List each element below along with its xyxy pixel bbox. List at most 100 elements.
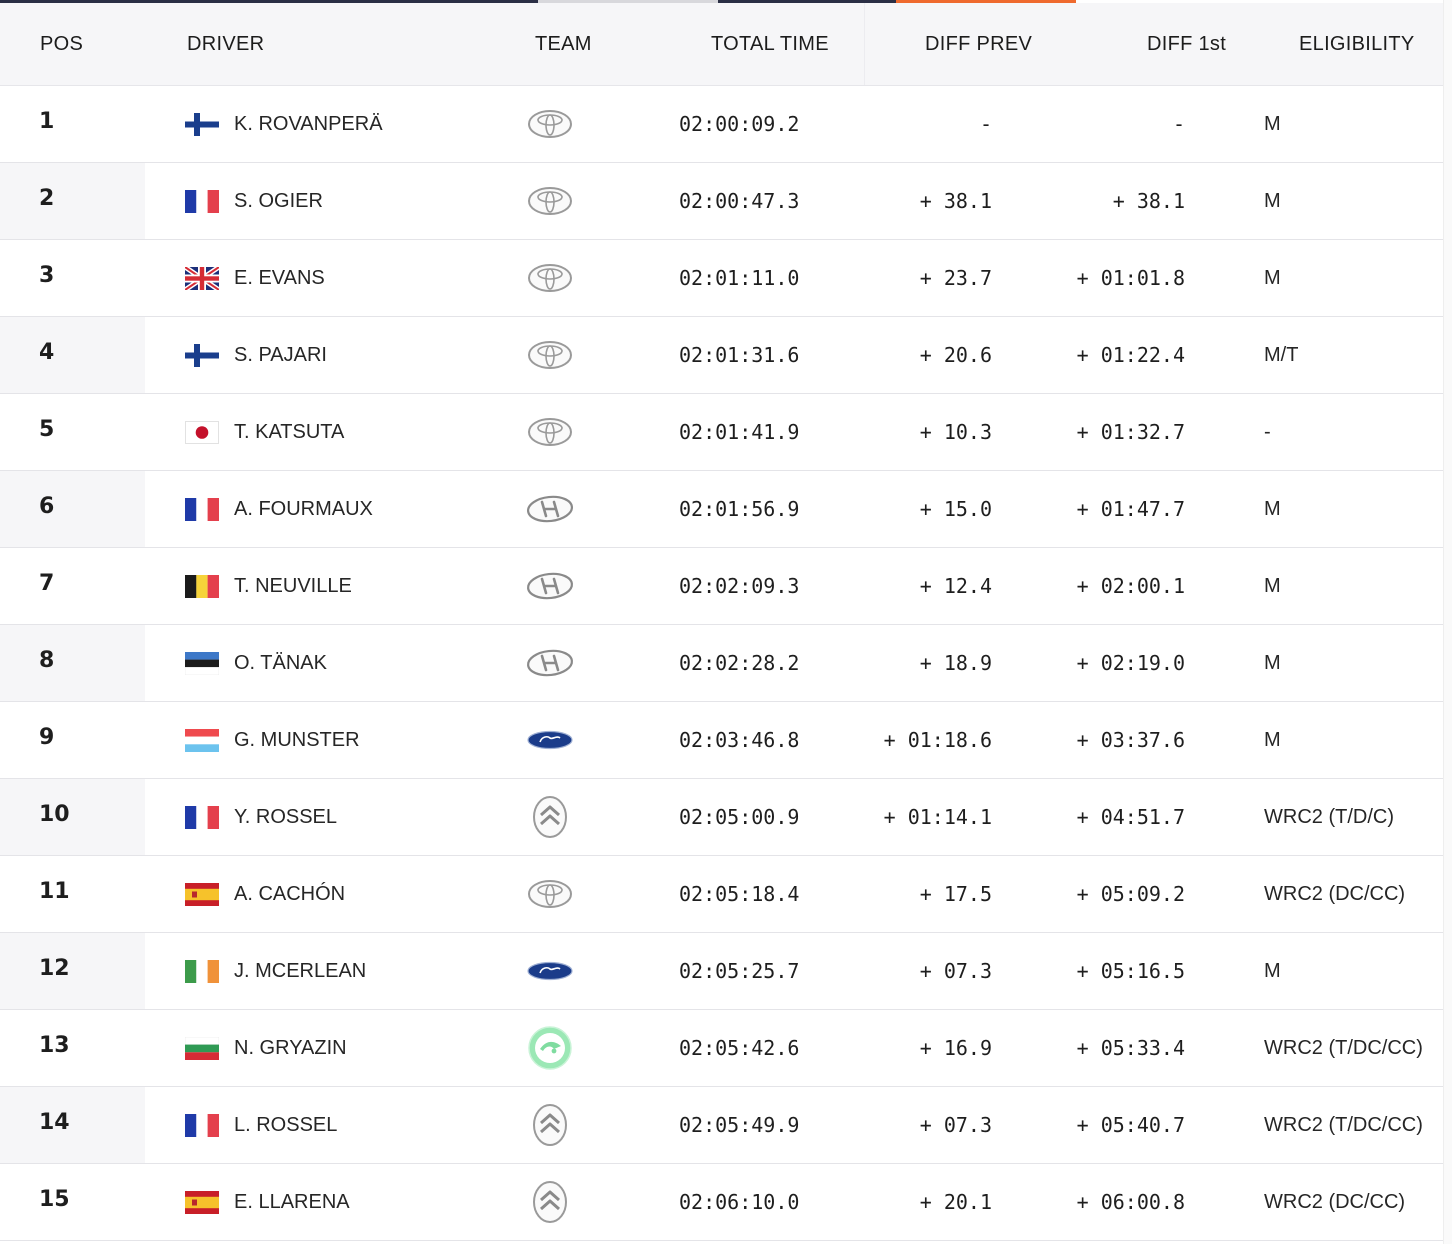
driver-name-link[interactable]: S. PAJARI xyxy=(234,344,327,366)
position-cell: 3 xyxy=(39,263,55,288)
driver-name-link[interactable]: G. MUNSTER xyxy=(234,729,360,751)
row-highlight xyxy=(145,317,1444,393)
position-cell: 2 xyxy=(39,186,55,211)
column-header-eligibility[interactable]: ELIGIBILITY xyxy=(1299,33,1415,55)
spain-flag-icon xyxy=(185,1191,219,1214)
driver-name-link[interactable]: Y. ROSSEL xyxy=(234,806,338,828)
total-time-cell: 02:02:09.3 xyxy=(679,574,800,598)
row-highlight xyxy=(145,933,1444,1009)
table-row[interactable]: 5 T. KATSUTA 02:01:41.9 + 10.3 + 01:32.7 - xyxy=(0,394,1444,471)
position-cell: 12 xyxy=(39,956,70,981)
diff-first-cell: + 03:37.6 xyxy=(1076,728,1185,752)
driver-name-link[interactable]: K. ROVANPERÄ xyxy=(234,113,383,135)
total-time-cell: 02:05:25.7 xyxy=(679,959,800,983)
diff-first-cell: + 05:40.7 xyxy=(1076,1113,1185,1137)
france-flag-icon xyxy=(185,190,219,213)
total-time-cell: 02:00:47.3 xyxy=(679,189,800,213)
diff-first-cell: + 06:00.8 xyxy=(1076,1190,1185,1214)
diff-prev-cell: + 38.1 xyxy=(919,189,992,213)
driver-name-link[interactable]: N. GRYAZIN xyxy=(234,1037,347,1059)
column-header-total-time[interactable]: TOTAL TIME xyxy=(711,33,829,55)
position-cell: 8 xyxy=(39,648,55,673)
total-time-cell: 02:05:49.9 xyxy=(679,1113,800,1137)
table-row[interactable]: 12 J. MCERLEAN 02:05:25.7 + 07.3 + 05:16.5 M xyxy=(0,933,1444,1010)
total-time-cell: 02:01:31.6 xyxy=(679,343,800,367)
table-row[interactable]: 2 S. OGIER 02:00:47.3 + 38.1 + 38.1 M xyxy=(0,163,1444,240)
finland-flag-icon xyxy=(185,113,219,136)
bulgaria-flag-icon xyxy=(185,1037,219,1060)
table-row[interactable]: 7 T. NEUVILLE 02:02:09.3 + 12.4 + 02:00.1 M xyxy=(0,548,1444,625)
diff-first-cell: + 01:47.7 xyxy=(1076,497,1185,521)
diff-prev-cell: + 17.5 xyxy=(919,882,992,906)
total-time-cell: 02:05:00.9 xyxy=(679,805,800,829)
diff-prev-cell: + 16.9 xyxy=(919,1036,992,1060)
france-flag-icon xyxy=(185,1114,219,1137)
scrollbar[interactable] xyxy=(1443,0,1452,1244)
driver-name-link[interactable]: A. CACHÓN xyxy=(234,883,346,905)
total-time-cell: 02:05:42.6 xyxy=(679,1036,800,1060)
driver-name-link[interactable]: T. KATSUTA xyxy=(234,421,345,443)
row-highlight xyxy=(145,471,1444,547)
toyota-logo-icon xyxy=(524,254,576,302)
hyundai-logo-icon xyxy=(524,485,576,533)
table-row[interactable]: 10 Y. ROSSEL 02:05:00.9 + 01:14.1 + 04:51.7 W… xyxy=(0,779,1444,856)
spain-flag-icon xyxy=(185,883,219,906)
diff-first-cell: + 02:00.1 xyxy=(1076,574,1185,598)
eligibility-cell: M xyxy=(1264,190,1281,212)
column-header-pos[interactable]: POS xyxy=(40,33,84,55)
position-cell: 5 xyxy=(39,417,55,442)
column-header-diff-first[interactable]: DIFF 1st xyxy=(1147,33,1227,55)
belgium-flag-icon xyxy=(185,575,219,598)
table-row[interactable]: 6 A. FOURMAUX 02:01:56.9 + 15.0 + 01:47.7 M xyxy=(0,471,1444,548)
diff-first-cell: + 01:32.7 xyxy=(1076,420,1185,444)
table-row[interactable]: 8 O. TÄNAK 02:02:28.2 + 18.9 + 02:19.0 M xyxy=(0,625,1444,702)
ford-logo-icon xyxy=(524,716,576,764)
table-row[interactable]: 3 E. EVANS 02:01:11.0 + 23.7 + 01:01.8 M xyxy=(0,240,1444,317)
table-row[interactable]: 4 S. PAJARI 02:01:31.6 + 20.6 + 01:22.4 M/T xyxy=(0,317,1444,394)
diff-prev-cell: + 01:18.6 xyxy=(883,728,992,752)
ford-logo-icon xyxy=(524,947,576,995)
table-row[interactable]: 13 N. GRYAZIN 02:05:42.6 + 16.9 + 05:33.4 WRC… xyxy=(0,1010,1444,1087)
citroen-logo-icon xyxy=(524,1101,576,1149)
diff-first-cell: + 38.1 xyxy=(1112,189,1185,213)
diff-prev-cell: + 12.4 xyxy=(919,574,992,598)
position-cell: 10 xyxy=(39,802,70,827)
table-row[interactable]: 9 G. MUNSTER 02:03:46.8 + 01:18.6 + 03:37.6 M xyxy=(0,702,1444,779)
table-row[interactable]: 15 E. LLARENA 02:06:10.0 + 20.1 + 06:00.8 WRC… xyxy=(0,1164,1444,1241)
column-header-driver[interactable]: DRIVER xyxy=(187,33,265,55)
diff-first-cell: + 04:51.7 xyxy=(1076,805,1185,829)
table-row[interactable]: 11 A. CACHÓN 02:05:18.4 + 17.5 + 05:09.2 WRC2… xyxy=(0,856,1444,933)
position-cell: 4 xyxy=(39,340,55,365)
position-cell: 1 xyxy=(39,109,55,134)
driver-name-link[interactable]: E. EVANS xyxy=(234,267,325,289)
column-header-team[interactable]: TEAM xyxy=(535,33,592,55)
table-row[interactable]: 1 K. ROVANPERÄ 02:00:09.2 - - M xyxy=(0,86,1444,163)
position-cell: 15 xyxy=(39,1187,70,1212)
diff-first-cell: + 01:22.4 xyxy=(1076,343,1185,367)
diff-prev-cell: + 15.0 xyxy=(919,497,992,521)
driver-name-link[interactable]: T. NEUVILLE xyxy=(234,575,352,597)
eligibility-cell: WRC2 (DC/CC) xyxy=(1264,1191,1406,1213)
position-cell: 6 xyxy=(39,494,55,519)
position-cell: 14 xyxy=(39,1110,70,1135)
driver-name-link[interactable]: J. MCERLEAN xyxy=(234,960,367,982)
total-time-cell: 02:01:41.9 xyxy=(679,420,800,444)
luxembourg-flag-icon xyxy=(185,729,219,752)
toyota-logo-icon xyxy=(524,177,576,225)
driver-name-link[interactable]: A. FOURMAUX xyxy=(234,498,373,520)
driver-name-link[interactable]: E. LLARENA xyxy=(234,1191,350,1213)
driver-name-link[interactable]: O. TÄNAK xyxy=(234,652,327,674)
eligibility-cell: M xyxy=(1264,652,1281,674)
total-time-cell: 02:02:28.2 xyxy=(679,651,800,675)
driver-name-link[interactable]: S. OGIER xyxy=(234,190,323,212)
position-cell: 9 xyxy=(39,725,55,750)
total-time-cell: 02:01:11.0 xyxy=(679,266,800,290)
row-highlight xyxy=(145,163,1444,239)
diff-first-cell: + 01:01.8 xyxy=(1076,266,1185,290)
driver-name-link[interactable]: L. ROSSEL xyxy=(234,1114,338,1136)
toyota-logo-icon xyxy=(524,408,576,456)
table-row[interactable]: 14 L. ROSSEL 02:05:49.9 + 07.3 + 05:40.7 WRC2… xyxy=(0,1087,1444,1164)
column-header-diff-prev[interactable]: DIFF PREV xyxy=(925,33,1033,55)
japan-flag-icon xyxy=(185,421,219,444)
row-highlight xyxy=(145,779,1444,855)
